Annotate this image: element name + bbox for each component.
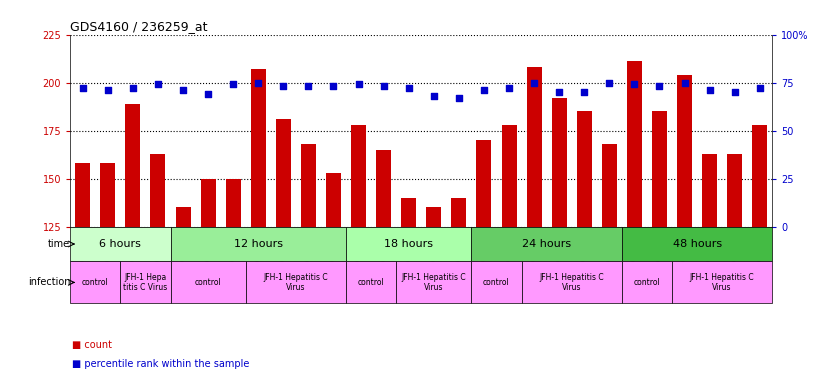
Point bbox=[653, 83, 666, 89]
Bar bbox=[702, 154, 717, 227]
Bar bbox=[602, 144, 617, 227]
Bar bbox=[170, 227, 346, 262]
Bar bbox=[477, 140, 491, 227]
Bar bbox=[627, 61, 642, 227]
Point bbox=[678, 79, 691, 86]
Bar bbox=[577, 111, 591, 227]
Point bbox=[126, 85, 140, 91]
Bar bbox=[301, 144, 316, 227]
Point bbox=[553, 89, 566, 95]
Point bbox=[327, 83, 340, 89]
Point bbox=[301, 83, 315, 89]
Bar bbox=[472, 227, 622, 262]
Bar bbox=[351, 125, 366, 227]
Point bbox=[102, 87, 115, 93]
Bar bbox=[727, 154, 743, 227]
Text: control: control bbox=[82, 278, 109, 287]
Bar bbox=[150, 154, 165, 227]
Text: ■ count: ■ count bbox=[72, 340, 112, 350]
Point bbox=[427, 93, 440, 99]
Text: control: control bbox=[483, 278, 510, 287]
Point bbox=[277, 83, 290, 89]
Text: ■ percentile rank within the sample: ■ percentile rank within the sample bbox=[72, 359, 249, 369]
Bar bbox=[622, 227, 772, 262]
Point bbox=[753, 85, 767, 91]
Point bbox=[177, 87, 190, 93]
Bar bbox=[326, 173, 341, 227]
Point bbox=[502, 85, 515, 91]
Point bbox=[252, 79, 265, 86]
Bar bbox=[521, 262, 622, 303]
Point bbox=[453, 95, 466, 101]
Point bbox=[577, 89, 591, 95]
Bar bbox=[752, 125, 767, 227]
Text: time: time bbox=[48, 239, 70, 249]
Bar bbox=[527, 67, 542, 227]
Text: 18 hours: 18 hours bbox=[384, 239, 433, 249]
Text: JFH-1 Hepatitis C
Virus: JFH-1 Hepatitis C Virus bbox=[539, 273, 604, 292]
Point bbox=[202, 91, 215, 97]
Bar bbox=[552, 98, 567, 227]
Point bbox=[352, 81, 365, 88]
Bar bbox=[677, 75, 692, 227]
Bar bbox=[376, 150, 392, 227]
Point bbox=[377, 83, 390, 89]
Bar bbox=[472, 262, 521, 303]
Text: 12 hours: 12 hours bbox=[234, 239, 282, 249]
Text: control: control bbox=[195, 278, 221, 287]
Point bbox=[603, 79, 616, 86]
Text: control: control bbox=[358, 278, 384, 287]
Point bbox=[226, 81, 240, 88]
Bar bbox=[426, 207, 441, 227]
Bar bbox=[251, 69, 266, 227]
Point bbox=[703, 87, 716, 93]
Bar bbox=[401, 198, 416, 227]
Text: infection: infection bbox=[28, 277, 70, 287]
Bar bbox=[225, 179, 240, 227]
Bar bbox=[396, 262, 472, 303]
Bar bbox=[126, 104, 140, 227]
Bar bbox=[75, 163, 90, 227]
Point bbox=[151, 81, 164, 88]
Text: 6 hours: 6 hours bbox=[99, 239, 141, 249]
Text: JFH-1 Hepatitis C
Virus: JFH-1 Hepatitis C Virus bbox=[263, 273, 328, 292]
Bar bbox=[176, 207, 191, 227]
Bar bbox=[451, 198, 467, 227]
Bar bbox=[672, 262, 772, 303]
Bar bbox=[501, 125, 516, 227]
Bar bbox=[70, 227, 170, 262]
Text: JFH-1 Hepa
titis C Virus: JFH-1 Hepa titis C Virus bbox=[123, 273, 168, 292]
Text: GDS4160 / 236259_at: GDS4160 / 236259_at bbox=[70, 20, 207, 33]
Point bbox=[528, 79, 541, 86]
Bar bbox=[652, 111, 667, 227]
Text: 24 hours: 24 hours bbox=[522, 239, 572, 249]
Text: 48 hours: 48 hours bbox=[672, 239, 722, 249]
Bar bbox=[346, 262, 396, 303]
Bar bbox=[276, 119, 291, 227]
Bar bbox=[70, 262, 121, 303]
Point bbox=[728, 89, 741, 95]
Bar bbox=[622, 262, 672, 303]
Point bbox=[402, 85, 415, 91]
Bar bbox=[246, 262, 346, 303]
Point bbox=[76, 85, 89, 91]
Bar bbox=[201, 179, 216, 227]
Bar bbox=[170, 262, 246, 303]
Bar bbox=[346, 227, 472, 262]
Text: JFH-1 Hepatitis C
Virus: JFH-1 Hepatitis C Virus bbox=[401, 273, 466, 292]
Point bbox=[477, 87, 491, 93]
Text: control: control bbox=[634, 278, 660, 287]
Text: JFH-1 Hepatitis C
Virus: JFH-1 Hepatitis C Virus bbox=[690, 273, 754, 292]
Bar bbox=[121, 262, 170, 303]
Bar bbox=[100, 163, 116, 227]
Point bbox=[628, 81, 641, 88]
